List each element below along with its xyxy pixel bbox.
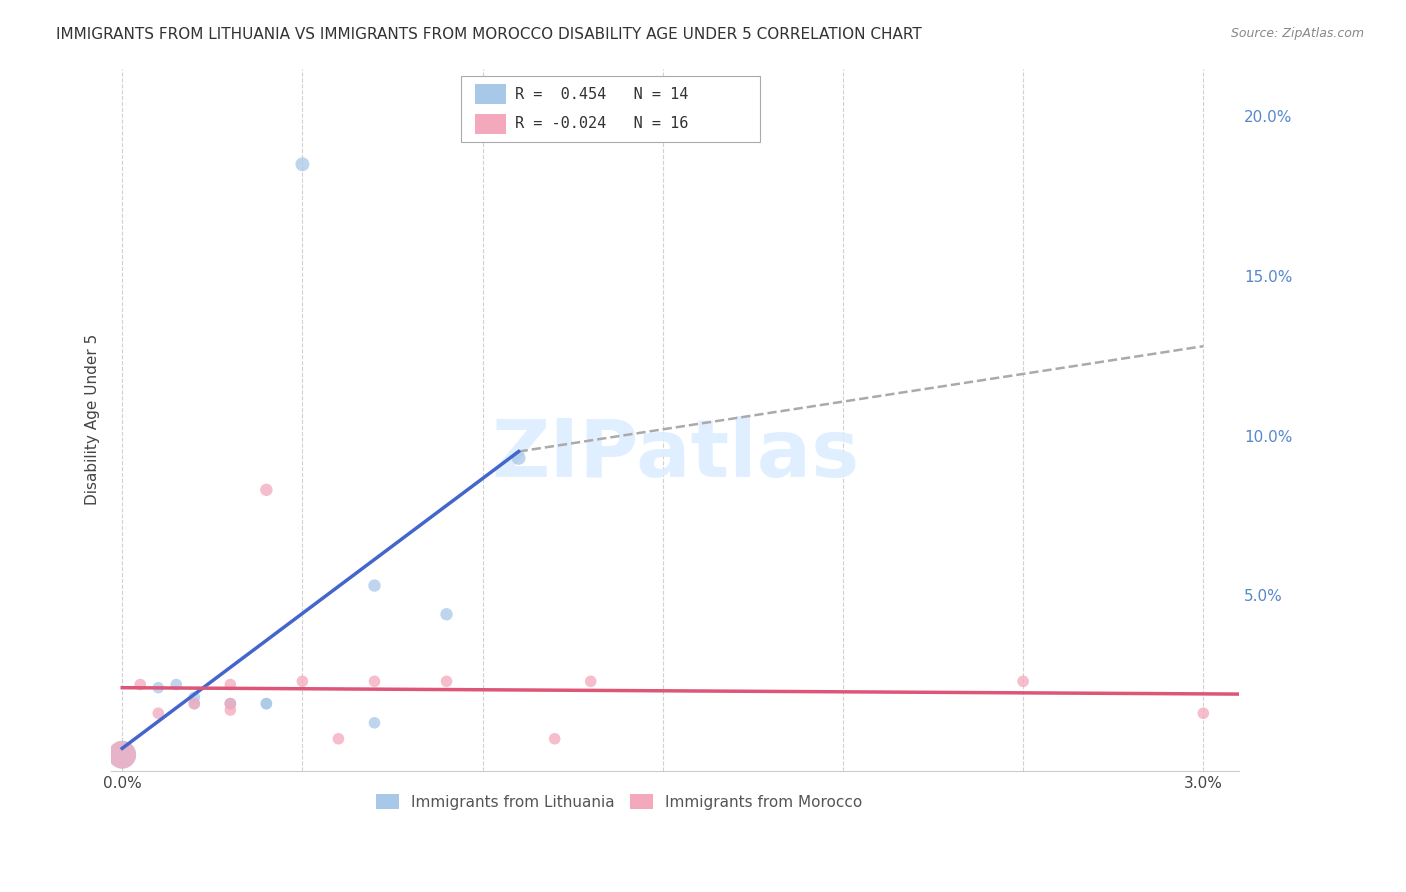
Text: Source: ZipAtlas.com: Source: ZipAtlas.com: [1230, 27, 1364, 40]
Point: [165, 677, 187, 691]
Text: IMMIGRANTS FROM LITHUANIA VS IMMIGRANTS FROM MOROCCO DISABILITY AGE UNDER 5 CORR: IMMIGRANTS FROM LITHUANIA VS IMMIGRANTS …: [56, 27, 922, 42]
FancyBboxPatch shape: [475, 84, 506, 104]
Point: [363, 715, 385, 730]
Point: [183, 690, 205, 705]
Point: [111, 747, 134, 762]
Point: [291, 157, 314, 171]
Text: R = -0.024   N = 16: R = -0.024 N = 16: [515, 116, 689, 131]
Point: [543, 731, 565, 746]
Point: [219, 697, 242, 711]
Point: [254, 697, 277, 711]
Point: [436, 674, 458, 689]
Point: [508, 450, 530, 465]
Point: [254, 483, 277, 497]
Legend: Immigrants from Lithuania, Immigrants from Morocco: Immigrants from Lithuania, Immigrants fr…: [370, 788, 869, 815]
Point: [219, 697, 242, 711]
Point: [579, 674, 602, 689]
Point: [111, 747, 134, 762]
Point: [436, 607, 458, 622]
Point: [328, 731, 350, 746]
Point: [363, 674, 385, 689]
Point: [1012, 674, 1035, 689]
Point: [129, 677, 152, 691]
Point: [219, 697, 242, 711]
FancyBboxPatch shape: [475, 113, 506, 134]
Point: [254, 697, 277, 711]
Point: [183, 697, 205, 711]
Point: [1192, 706, 1215, 721]
Point: [148, 681, 170, 695]
Point: [219, 677, 242, 691]
Point: [148, 706, 170, 721]
Text: ZIPatlas: ZIPatlas: [491, 416, 859, 493]
Point: [219, 703, 242, 717]
Y-axis label: Disability Age Under 5: Disability Age Under 5: [86, 334, 100, 505]
Text: R =  0.454   N = 14: R = 0.454 N = 14: [515, 87, 689, 102]
Point: [183, 697, 205, 711]
Point: [291, 674, 314, 689]
FancyBboxPatch shape: [461, 76, 761, 142]
Point: [363, 578, 385, 592]
